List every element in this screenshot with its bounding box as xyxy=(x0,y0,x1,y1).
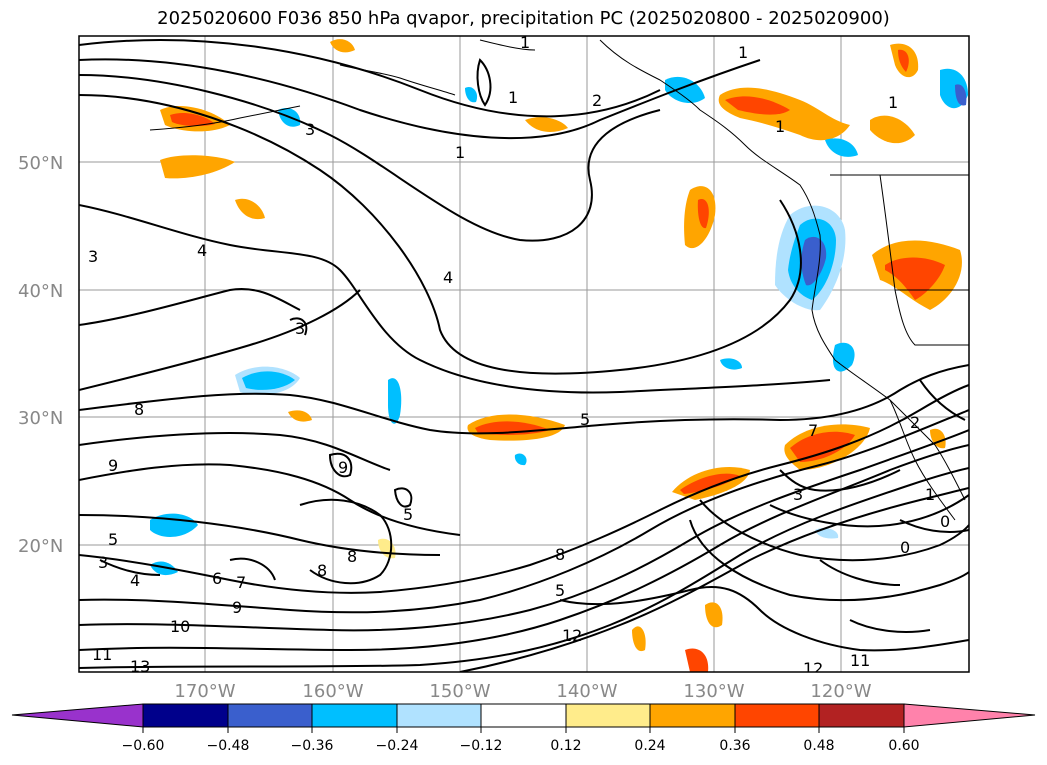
contour-label: 9 xyxy=(232,598,242,617)
contour-label: 8 xyxy=(347,547,357,566)
map-border xyxy=(78,35,970,673)
contour-label: 0 xyxy=(940,512,950,531)
contour-label: 3 xyxy=(305,120,315,139)
colorbar-segment xyxy=(734,703,820,728)
contour-label: 7 xyxy=(236,573,246,592)
colorbar-tick-label: 0.36 xyxy=(719,738,750,754)
colorbar-segment xyxy=(142,703,229,728)
colorbar-tick-label: −0.12 xyxy=(460,738,503,754)
contour-label: 5 xyxy=(108,530,118,549)
contour-label: 5 xyxy=(580,410,590,429)
contour-label: 6 xyxy=(212,569,222,588)
lon-label-150w: 150°W xyxy=(429,681,490,702)
colorbar-segment xyxy=(818,703,905,728)
contour-label: 8 xyxy=(555,545,565,564)
lon-label-130w: 130°W xyxy=(683,681,744,702)
colorbar-tick-label: −0.24 xyxy=(376,738,419,754)
colorbar-tick-label: 0.48 xyxy=(803,738,834,754)
contour-label: 8 xyxy=(317,561,327,580)
qvapor-contours xyxy=(79,39,969,672)
precip-negative-shading xyxy=(150,68,968,576)
lon-label-170w: 170°W xyxy=(174,681,235,702)
latitude-labels: 50°N 40°N 30°N 20°N xyxy=(18,153,63,557)
lat-label-40n: 40°N xyxy=(18,281,63,302)
colorbar-tick-label: 0.12 xyxy=(550,738,581,754)
contour-label: 4 xyxy=(130,571,140,590)
contour-label: 8 xyxy=(134,400,144,419)
contour-label: 5 xyxy=(555,581,565,600)
lat-label-30n: 30°N xyxy=(18,408,63,429)
precip-positive-shading xyxy=(160,39,962,672)
contour-labels: 1 1 1 1 1 1 2 3 3 3 3 3 4 4 4 5 5 5 5 6 … xyxy=(88,33,950,678)
contour-label: 2 xyxy=(592,91,602,110)
contour-label: 1 xyxy=(520,33,530,52)
contour-label: 9 xyxy=(108,456,118,475)
contour-label: 12 xyxy=(562,626,582,645)
coastlines xyxy=(149,39,969,521)
contour-label: 12 xyxy=(803,659,823,678)
colorbar-segment xyxy=(480,703,567,728)
map-title: 2025020600 F036 850 hPa qvapor, precipit… xyxy=(157,8,890,29)
lat-label-50n: 50°N xyxy=(18,153,63,174)
colorbar-segment xyxy=(565,703,651,728)
colorbar-extend-low xyxy=(11,703,144,728)
contour-label: 13 xyxy=(130,657,150,676)
colorbar xyxy=(11,703,1036,733)
colorbar-tick-label: 0.24 xyxy=(634,738,665,754)
contour-label: 0 xyxy=(900,538,910,557)
colorbar-segment xyxy=(396,703,482,728)
lon-label-160w: 160°W xyxy=(302,681,363,702)
contour-label: 3 xyxy=(793,485,803,504)
contour-label: 1 xyxy=(775,117,785,136)
contour-label: 11 xyxy=(850,651,870,670)
contour-label: 3 xyxy=(98,553,108,572)
longitude-labels: 170°W 160°W 150°W 140°W 130°W 120°W xyxy=(174,681,871,702)
contour-label: 1 xyxy=(925,485,935,504)
contour-label: 1 xyxy=(888,93,898,112)
colorbar-extend-high xyxy=(903,703,1036,728)
lat-label-20n: 20°N xyxy=(18,536,63,557)
contour-label: 3 xyxy=(295,319,305,338)
colorbar-tick-labels: −0.60 −0.48 −0.36 −0.24 −0.12 0.12 0.24 … xyxy=(122,738,920,754)
contour-label: 1 xyxy=(738,43,748,62)
contour-label: 1 xyxy=(508,88,518,107)
contour-label: 11 xyxy=(92,645,112,664)
lon-label-120w: 120°W xyxy=(810,681,871,702)
lon-label-140w: 140°W xyxy=(556,681,617,702)
contour-label: 2 xyxy=(910,413,920,432)
contour-label: 7 xyxy=(808,421,818,440)
colorbar-tick-label: −0.36 xyxy=(291,738,334,754)
colorbar-segment xyxy=(311,703,398,728)
contour-label: 9 xyxy=(338,458,348,477)
colorbar-segment xyxy=(649,703,736,728)
colorbar-tick-label: −0.60 xyxy=(122,738,165,754)
colorbar-tick-label: −0.48 xyxy=(207,738,250,754)
contour-label: 5 xyxy=(403,505,413,524)
colorbar-tick-label: 0.60 xyxy=(888,738,919,754)
contour-label: 4 xyxy=(443,268,453,287)
contour-label: 3 xyxy=(88,247,98,266)
contour-label: 10 xyxy=(170,617,190,636)
contour-label: 4 xyxy=(197,241,207,260)
contour-label: 1 xyxy=(455,143,465,162)
colorbar-segment xyxy=(227,703,313,728)
